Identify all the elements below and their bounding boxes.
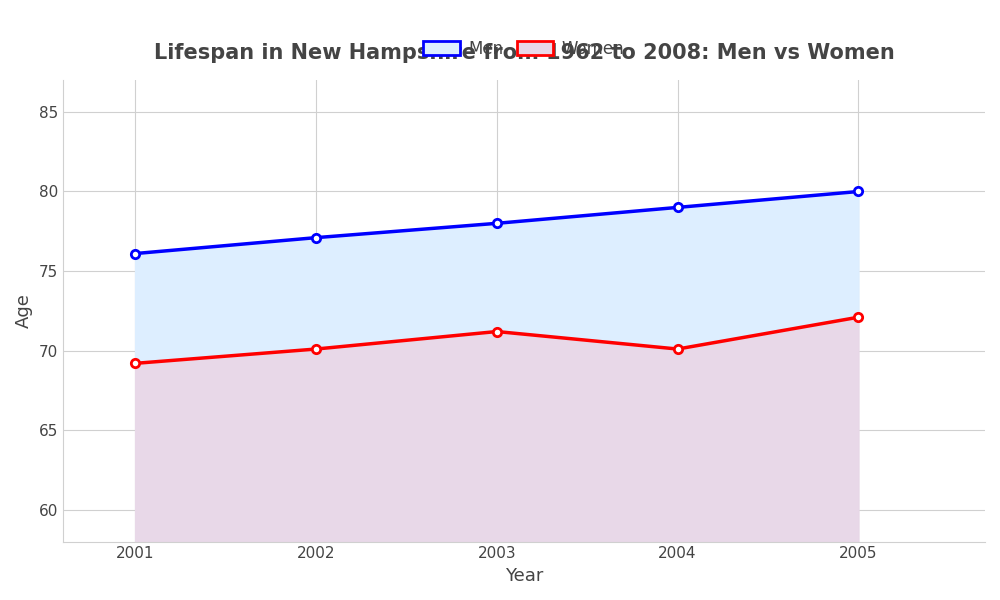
Legend: Men, Women: Men, Women	[417, 33, 631, 64]
Y-axis label: Age: Age	[15, 293, 33, 328]
Title: Lifespan in New Hampshire from 1962 to 2008: Men vs Women: Lifespan in New Hampshire from 1962 to 2…	[154, 43, 894, 63]
X-axis label: Year: Year	[505, 567, 543, 585]
